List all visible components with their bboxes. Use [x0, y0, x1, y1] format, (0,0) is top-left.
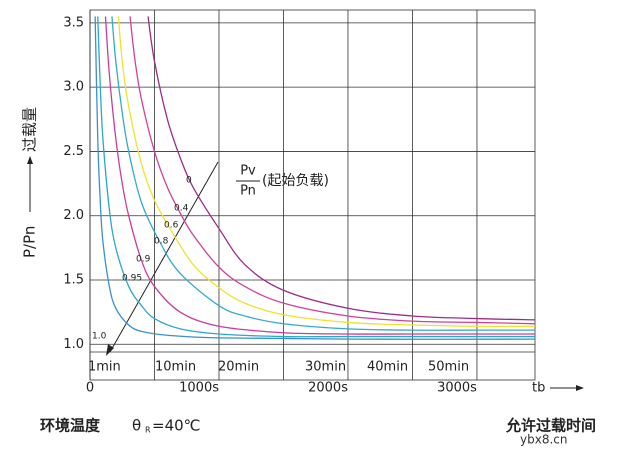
minute-label: 30min — [305, 360, 346, 375]
x-label: tb — [532, 381, 545, 396]
load-denominator: Pn — [240, 184, 256, 199]
curve — [94, 16, 535, 340]
watermark: ybx8.cn — [520, 433, 567, 447]
x-tick-label: 1000s — [179, 381, 219, 396]
minute-label: 1min — [88, 360, 121, 375]
curve — [111, 16, 535, 331]
ambient-value: =40℃ — [152, 417, 201, 435]
theta-sub: R — [145, 426, 151, 435]
minute-label: 10min — [155, 360, 196, 375]
load-numerator: Pv — [240, 164, 256, 179]
x-tick-label: 0 — [86, 381, 94, 396]
y-tick-label: 3.0 — [63, 80, 84, 95]
plot-frame — [89, 9, 536, 381]
curve — [104, 16, 535, 335]
curve-label: 0.4 — [174, 204, 189, 214]
theta: θ — [132, 417, 141, 435]
curve — [147, 16, 535, 321]
load-note: (起始负载) — [262, 173, 329, 189]
ambient-label: 环境温度 — [40, 417, 101, 435]
curve — [97, 16, 535, 338]
load-arrow — [109, 161, 219, 353]
y-tick-label: 3.5 — [63, 15, 84, 30]
curves — [94, 16, 535, 340]
y-label-right: 过载量 — [21, 107, 39, 152]
x-tick-label: 2000s — [308, 381, 348, 396]
y-tick-label: 2.0 — [63, 208, 84, 223]
curve-label: 0.6 — [164, 221, 179, 231]
curve — [117, 16, 535, 328]
curve-label: 0.95 — [122, 274, 142, 284]
minute-label: 20min — [218, 360, 259, 375]
curve-label: 0 — [186, 176, 192, 186]
y-tick-label: 2.5 — [63, 144, 84, 159]
minute-label: 40min — [367, 360, 408, 375]
minute-label: 50min — [428, 360, 469, 375]
arrow-head — [27, 156, 33, 164]
curve — [129, 16, 535, 325]
y-label-left: P/Pn — [21, 226, 39, 258]
curve-label: 1.0 — [92, 332, 107, 342]
arrow-head — [576, 385, 584, 391]
x-tick-label: 3000s — [437, 381, 477, 396]
curve-label: 0.9 — [136, 255, 151, 265]
bottom-right-label: 允许过载时间 — [505, 417, 596, 435]
arrow-head — [106, 344, 114, 356]
y-tick-label: 1.5 — [63, 273, 84, 288]
y-tick-label: 1.0 — [63, 337, 84, 352]
curve-label: 0.8 — [154, 237, 169, 247]
